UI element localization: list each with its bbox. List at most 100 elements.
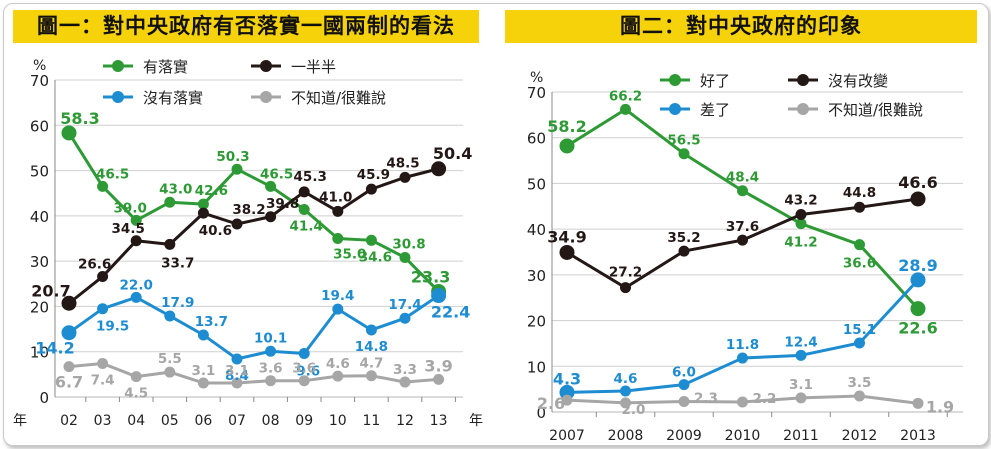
- data-point: [197, 377, 209, 389]
- data-label: 3.1: [191, 363, 215, 379]
- chart-panel-1: 圖一：對中央政府有否落實一國兩制的看法 0 10 20 30 40 50 60 70% 02 03…: [13, 10, 483, 440]
- chart-2-svg: 0 10 20 30 40 50 60 70% 2007 2008 2009 2010 2011 2012…: [527, 70, 963, 444]
- data-label: 46.5: [96, 166, 129, 182]
- data-point: [63, 361, 75, 373]
- data-label: 7.4: [91, 372, 115, 388]
- data-label: 3.6: [292, 361, 316, 377]
- data-label: 14.2: [35, 339, 74, 358]
- y-unit-label: %: [530, 70, 543, 86]
- legend-swatch-marker: [669, 103, 681, 115]
- data-point: [332, 233, 344, 244]
- data-point: [265, 211, 277, 223]
- data-label: 14.8: [355, 339, 388, 355]
- y-tick-label: 20: [527, 313, 546, 331]
- data-point: [130, 214, 142, 226]
- data-point: [795, 392, 807, 404]
- legend-label: 不知道/很難說: [291, 89, 386, 107]
- data-label: 43.0: [159, 181, 192, 197]
- data-label: 35.0: [333, 247, 366, 263]
- data-label: 22.6: [898, 319, 937, 338]
- data-point: [298, 348, 310, 360]
- data-point: [620, 282, 631, 294]
- data-point: [620, 385, 631, 397]
- y-tick-label: 70: [527, 84, 546, 102]
- data-point: [164, 196, 176, 208]
- series-line: [67, 132, 440, 293]
- data-point: [265, 345, 277, 357]
- data-label: 46.6: [898, 173, 937, 192]
- data-point: [431, 288, 447, 304]
- y-tick-label: 0: [536, 404, 546, 422]
- data-point: [61, 325, 77, 341]
- data-point: [854, 239, 865, 251]
- data-point: [620, 397, 631, 409]
- data-label: 39.8: [266, 196, 299, 212]
- legend-item: 不知道/很難說: [788, 101, 923, 119]
- data-point: [559, 244, 575, 260]
- y-tick-label: 60: [30, 117, 49, 135]
- x-tick-label: 2007: [549, 428, 585, 444]
- data-label: 39.0: [114, 200, 147, 216]
- data-label: 4.6: [614, 371, 638, 387]
- data-label: 8.4: [225, 368, 249, 384]
- legend-label: 好了: [700, 72, 730, 90]
- data-point: [678, 379, 690, 391]
- series-line: [68, 167, 439, 305]
- x-tick-label: 05: [161, 413, 179, 429]
- data-point: [231, 218, 243, 230]
- data-label: 38.2: [232, 202, 265, 218]
- chart-1-title: 圖一：對中央政府有否落實一國兩制的看法: [13, 10, 479, 43]
- x-unit-label: 年: [469, 413, 483, 429]
- legend-swatch-marker: [797, 103, 809, 115]
- data-label: 33.7: [161, 255, 194, 271]
- x-tick-label: 02: [60, 413, 78, 429]
- data-point: [164, 366, 176, 378]
- data-point: [910, 301, 926, 317]
- data-point: [737, 185, 748, 197]
- data-label: 48.5: [386, 155, 419, 171]
- data-point: [61, 295, 77, 311]
- data-label: 6.0: [672, 365, 696, 381]
- x-tick-label: 13: [430, 413, 448, 429]
- y-tick-label: 10: [30, 344, 49, 362]
- data-label: 13.7: [195, 314, 228, 330]
- data-point: [365, 183, 377, 195]
- legend-swatch-marker: [797, 74, 809, 86]
- data-label: 11.8: [726, 337, 759, 353]
- data-point: [265, 375, 277, 387]
- x-tick-label: 07: [228, 413, 246, 429]
- data-label: 4.6: [326, 356, 350, 372]
- data-label: 41.0: [319, 189, 352, 205]
- data-point: [197, 198, 209, 210]
- data-point: [854, 201, 865, 213]
- series-line: [68, 361, 439, 385]
- data-label: 43.2: [784, 193, 817, 209]
- x-tick-label: 08: [262, 413, 280, 429]
- legend-swatch-marker: [260, 91, 272, 103]
- data-label: 42.6: [195, 183, 228, 199]
- legend-label: 一半半: [291, 58, 336, 76]
- x-tick-label: 2013: [900, 428, 936, 444]
- data-point: [795, 218, 807, 230]
- legend-label: 差了: [700, 101, 730, 119]
- chart-panel-2: 圖二：對中央政府的印象 0 10 20 30 40 50 60 70% 2007 2008 2009…: [505, 10, 977, 444]
- data-point: [164, 310, 176, 322]
- data-label: 26.6: [78, 257, 111, 273]
- data-point: [737, 234, 748, 246]
- legend-swatch-marker: [260, 60, 272, 72]
- data-label: 17.4: [388, 297, 421, 313]
- data-label: 48.4: [726, 170, 759, 186]
- data-point: [912, 397, 924, 409]
- data-label: 35.2: [667, 230, 700, 246]
- legend-item: 沒有落實: [103, 89, 203, 107]
- data-point: [231, 163, 243, 175]
- legend-label: 沒有改變: [828, 72, 888, 90]
- data-point: [332, 303, 344, 315]
- data-point: [365, 234, 377, 246]
- data-point: [298, 186, 310, 198]
- data-point: [399, 312, 411, 324]
- data-point: [332, 370, 344, 382]
- y-tick-label: 20: [30, 298, 49, 316]
- data-label: 22.0: [120, 277, 153, 293]
- data-label: 50.4: [433, 144, 472, 163]
